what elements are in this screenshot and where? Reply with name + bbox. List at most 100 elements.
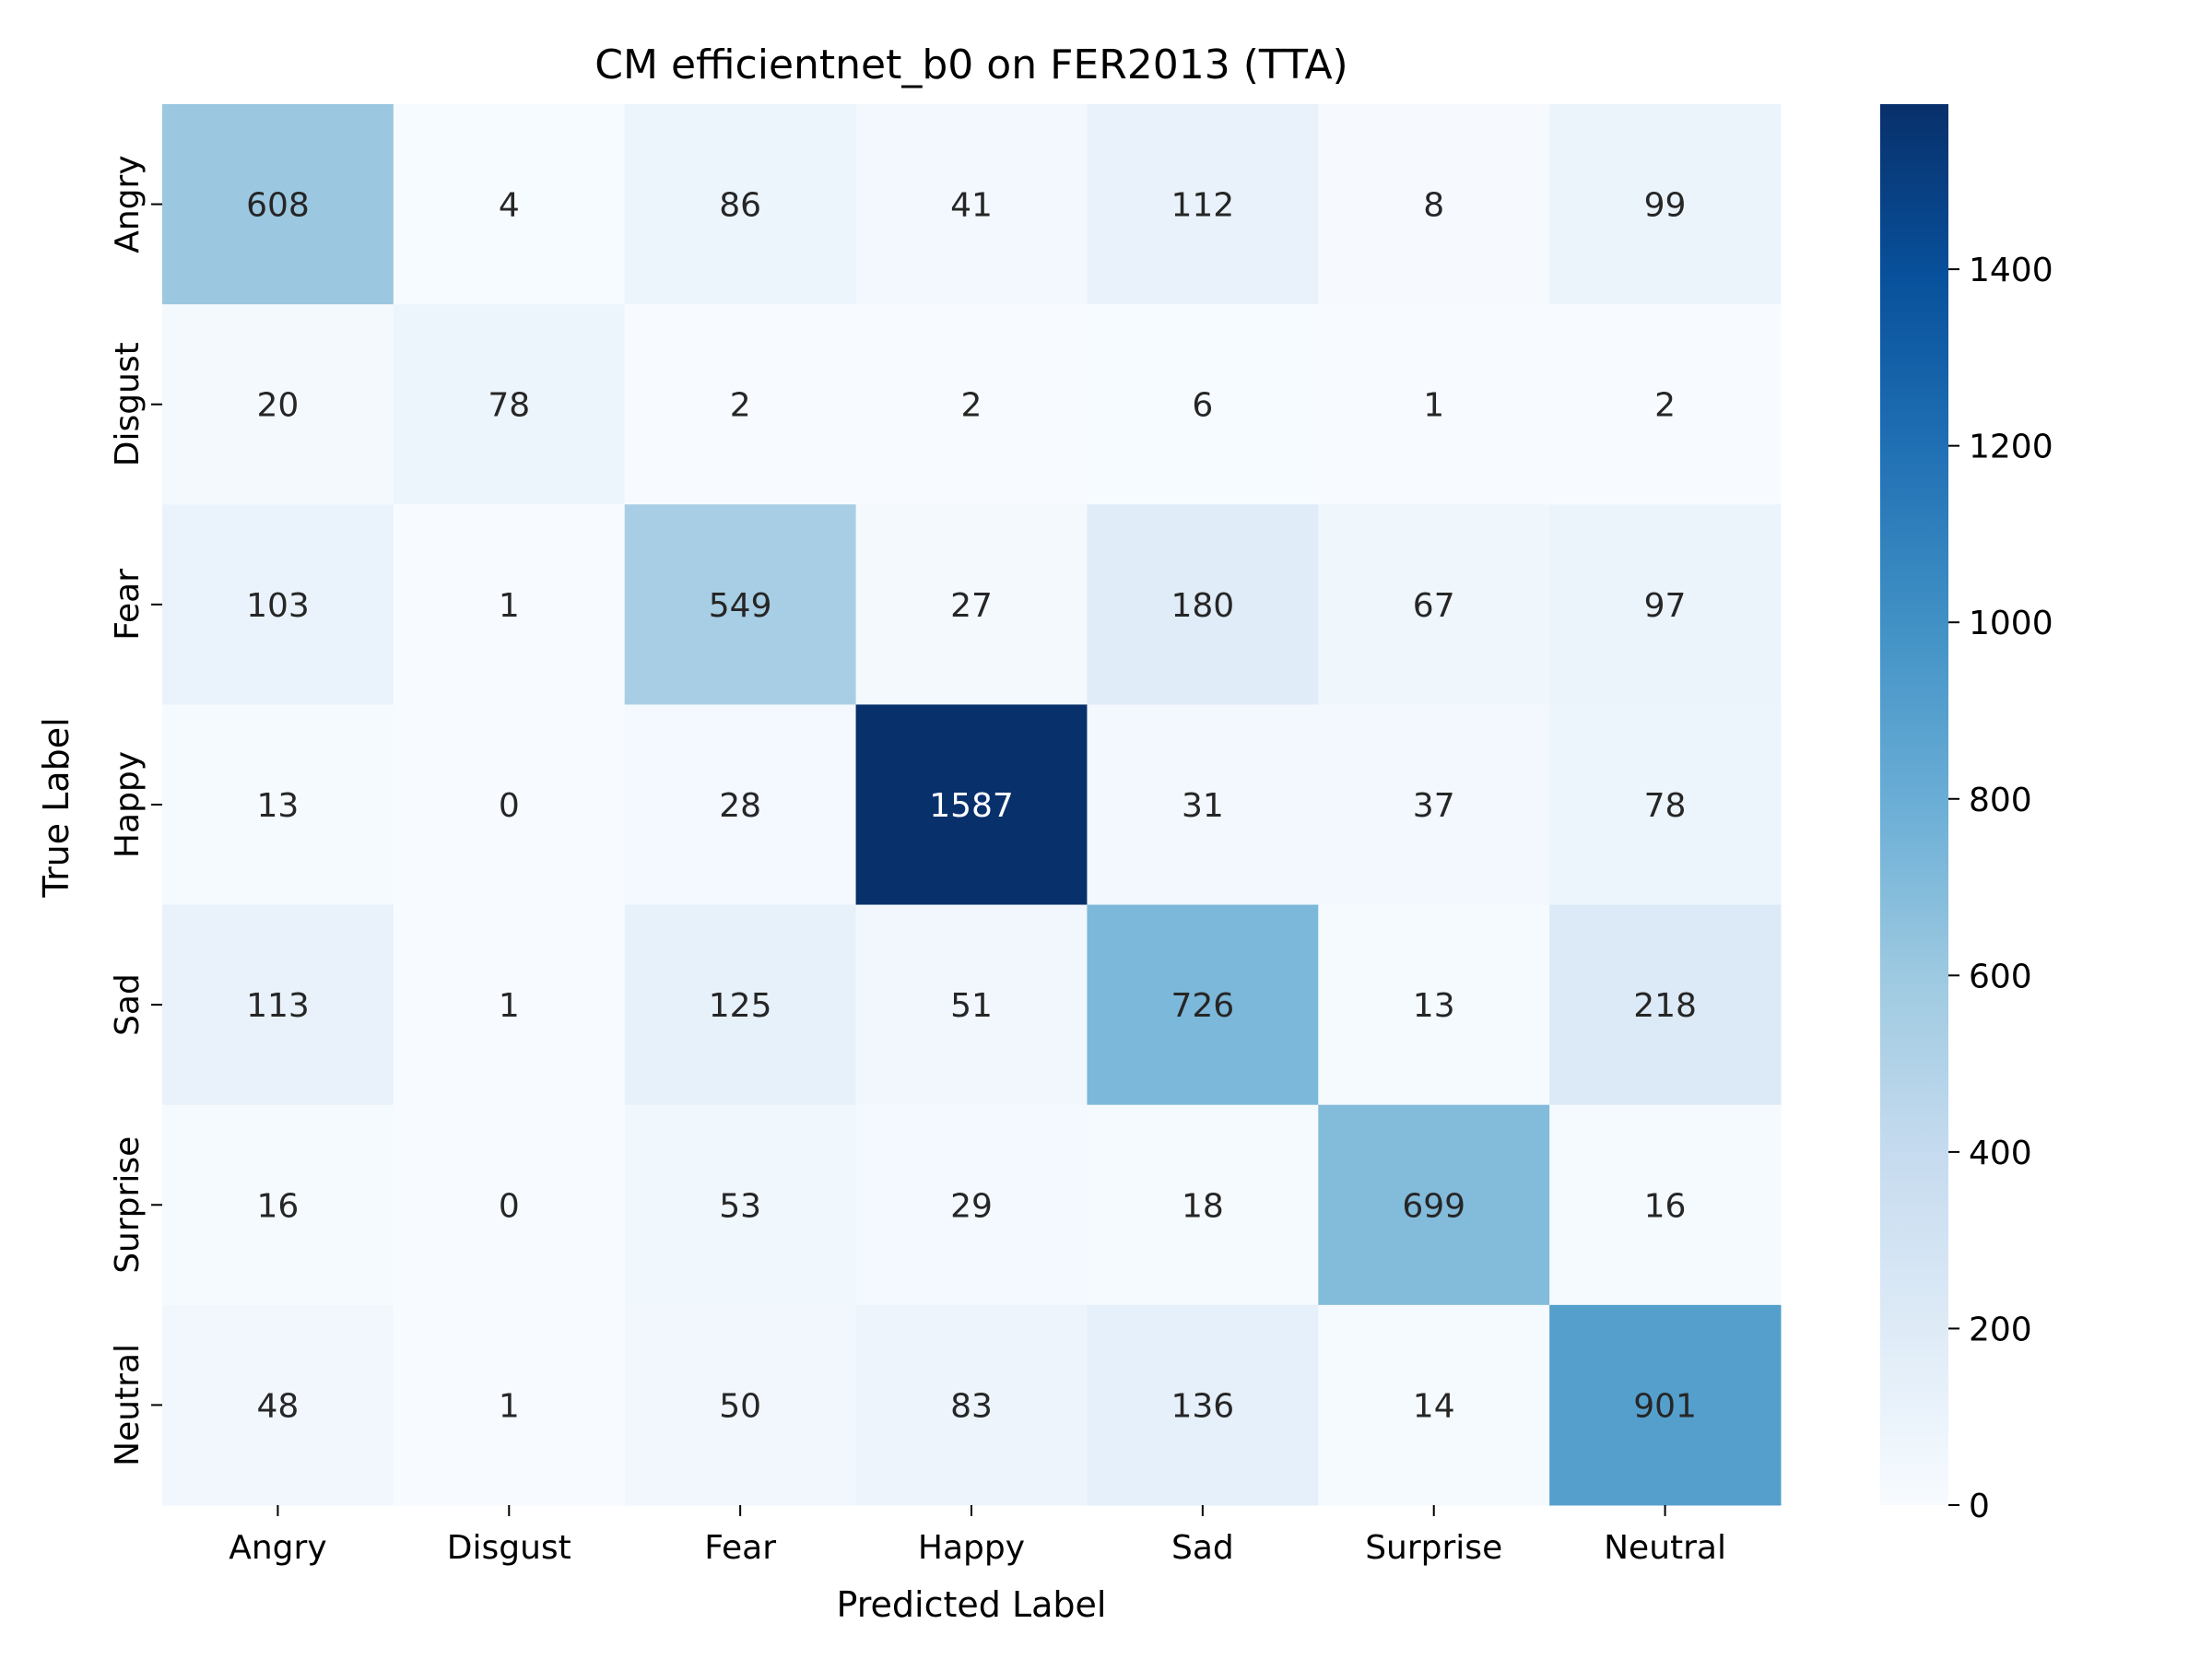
heatmap-cell-6-5	[1318, 1304, 1550, 1506]
heatmap-cell-3-6	[1549, 704, 1782, 906]
colorbar-tick-label-1: 200	[1969, 1311, 2032, 1348]
heatmap-cell-4-3	[855, 904, 1088, 1106]
heatmap-cell-0-0	[162, 104, 394, 305]
heatmap-cell-4-6	[1549, 904, 1782, 1106]
heatmap-cell-5-5	[1318, 1104, 1550, 1306]
x-axis-label: Predicted Label	[837, 1584, 1107, 1625]
cell-value-0-2: 86	[719, 187, 761, 225]
heatmap-cell-2-2	[624, 504, 857, 705]
heatmap-cell-4-2	[624, 904, 857, 1106]
y-tick-label-3: Happy	[109, 751, 147, 858]
heatmap-cell-6-4	[1087, 1304, 1319, 1506]
colorbar-tick-label-7: 1400	[1969, 252, 2053, 289]
heatmap-cell-5-4	[1087, 1104, 1319, 1306]
heatmap-cell-1-2	[624, 304, 857, 505]
heatmap-cell-0-1	[393, 104, 626, 305]
cell-value-4-3: 51	[950, 987, 993, 1025]
cell-value-6-1: 1	[499, 1387, 520, 1425]
cell-value-5-4: 18	[1182, 1187, 1224, 1225]
cell-value-1-5: 1	[1423, 387, 1444, 425]
cell-value-5-3: 29	[950, 1187, 993, 1225]
cell-value-0-1: 4	[499, 187, 520, 225]
cell-value-2-3: 27	[950, 587, 993, 625]
heatmap-cell-5-3	[855, 1104, 1088, 1306]
colorbar-tick-label-2: 400	[1969, 1135, 2032, 1172]
cell-value-1-4: 6	[1192, 387, 1213, 425]
heatmap-cell-1-5	[1318, 304, 1550, 505]
cell-value-5-1: 0	[499, 1187, 520, 1225]
cell-value-3-3: 1587	[929, 787, 1014, 825]
cell-value-3-5: 37	[1413, 787, 1455, 825]
cell-value-6-2: 50	[719, 1387, 761, 1425]
cell-value-4-6: 218	[1633, 987, 1697, 1025]
colorbar-tick-label-5: 1000	[1969, 605, 2053, 642]
cell-value-2-2: 549	[709, 587, 772, 625]
cell-value-6-0: 48	[257, 1387, 300, 1425]
colorbar-tick-label-3: 600	[1969, 958, 2032, 995]
cell-value-1-6: 2	[1654, 387, 1676, 425]
heatmap-cell-5-6	[1549, 1104, 1782, 1306]
heatmap-cell-6-6	[1549, 1304, 1782, 1506]
heatmap-cell-5-2	[624, 1104, 857, 1306]
y-tick-label-1: Disgust	[109, 342, 147, 466]
heatmap-cell-4-0	[162, 904, 394, 1106]
heatmap-cell-1-3	[855, 304, 1088, 505]
cell-value-4-1: 1	[499, 987, 520, 1025]
cell-value-4-5: 13	[1413, 987, 1455, 1025]
cell-value-0-0: 608	[246, 187, 310, 225]
cell-value-2-0: 103	[246, 587, 310, 625]
y-tick-label-0: Angry	[109, 155, 147, 253]
cell-value-3-0: 13	[257, 787, 300, 825]
cell-value-4-2: 125	[709, 987, 772, 1025]
y-tick-label-5: Surprise	[109, 1136, 147, 1274]
heatmap-cell-4-1	[393, 904, 626, 1106]
heatmap-cell-2-3	[855, 504, 1088, 705]
heatmap-cell-2-4	[1087, 504, 1319, 705]
cell-value-3-1: 0	[499, 787, 520, 825]
x-tick-label-0: Angry	[229, 1529, 326, 1567]
cell-value-5-6: 16	[1644, 1187, 1687, 1225]
heatmap-cell-5-1	[393, 1104, 626, 1306]
heatmap-cell-4-4	[1087, 904, 1319, 1106]
heatmap-cell-1-0	[162, 304, 394, 505]
x-tick-label-6: Neutral	[1604, 1529, 1726, 1567]
y-axis-label: True Label	[36, 717, 76, 898]
cell-value-2-6: 97	[1644, 587, 1687, 625]
cell-value-5-0: 16	[257, 1187, 300, 1225]
heatmap-cell-6-0	[162, 1304, 394, 1506]
heatmap-cell-1-4	[1087, 304, 1319, 505]
cell-value-0-5: 8	[1423, 187, 1444, 225]
x-axis: Angry Disgust Fear Happy Sad Surprise Neutral	[229, 1505, 1726, 1567]
heatmap-cell-0-4	[1087, 104, 1319, 305]
x-tick-label-5: Surprise	[1365, 1529, 1502, 1567]
cell-value-2-4: 180	[1171, 587, 1234, 625]
heatmap-cell-1-1	[393, 304, 626, 505]
heatmap-cell-0-5	[1318, 104, 1550, 305]
heatmap-cell-5-0	[162, 1104, 394, 1306]
heatmap-cell-3-2	[624, 704, 857, 906]
y-axis: Angry Disgust Fear Happy Sad Surprise Neutral	[109, 155, 162, 1466]
colorbar	[1880, 104, 1948, 1505]
heatmap-cell-3-0	[162, 704, 394, 906]
cell-value-6-6: 901	[1633, 1387, 1697, 1425]
heatmap-cell-1-6	[1549, 304, 1782, 505]
cell-value-1-1: 78	[488, 387, 530, 425]
y-tick-label-4: Sad	[109, 973, 147, 1036]
cell-value-2-5: 67	[1413, 587, 1455, 625]
y-tick-label-6: Neutral	[109, 1344, 147, 1466]
heatmap-cell-2-1	[393, 504, 626, 705]
chart-title: CM efficientnet_b0 on FER2013 (TTA)	[594, 41, 1347, 88]
cell-value-1-0: 20	[257, 387, 300, 425]
cell-value-6-3: 83	[950, 1387, 993, 1425]
heatmap-cell-2-5	[1318, 504, 1550, 705]
cell-value-0-6: 99	[1644, 187, 1687, 225]
colorbar-tick-label-6: 1200	[1969, 429, 2053, 466]
cell-value-3-2: 28	[719, 787, 761, 825]
cell-value-6-4: 136	[1171, 1387, 1234, 1425]
cell-value-2-1: 1	[499, 587, 520, 625]
colorbar-tick-label-0: 0	[1969, 1488, 1990, 1525]
cell-value-0-4: 112	[1171, 187, 1234, 225]
heatmap-cell-3-3	[855, 704, 1088, 906]
